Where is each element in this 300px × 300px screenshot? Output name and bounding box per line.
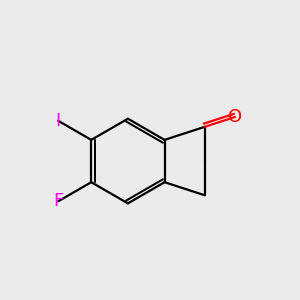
Text: O: O	[228, 108, 242, 126]
Text: I: I	[56, 112, 61, 130]
Text: F: F	[53, 192, 63, 210]
